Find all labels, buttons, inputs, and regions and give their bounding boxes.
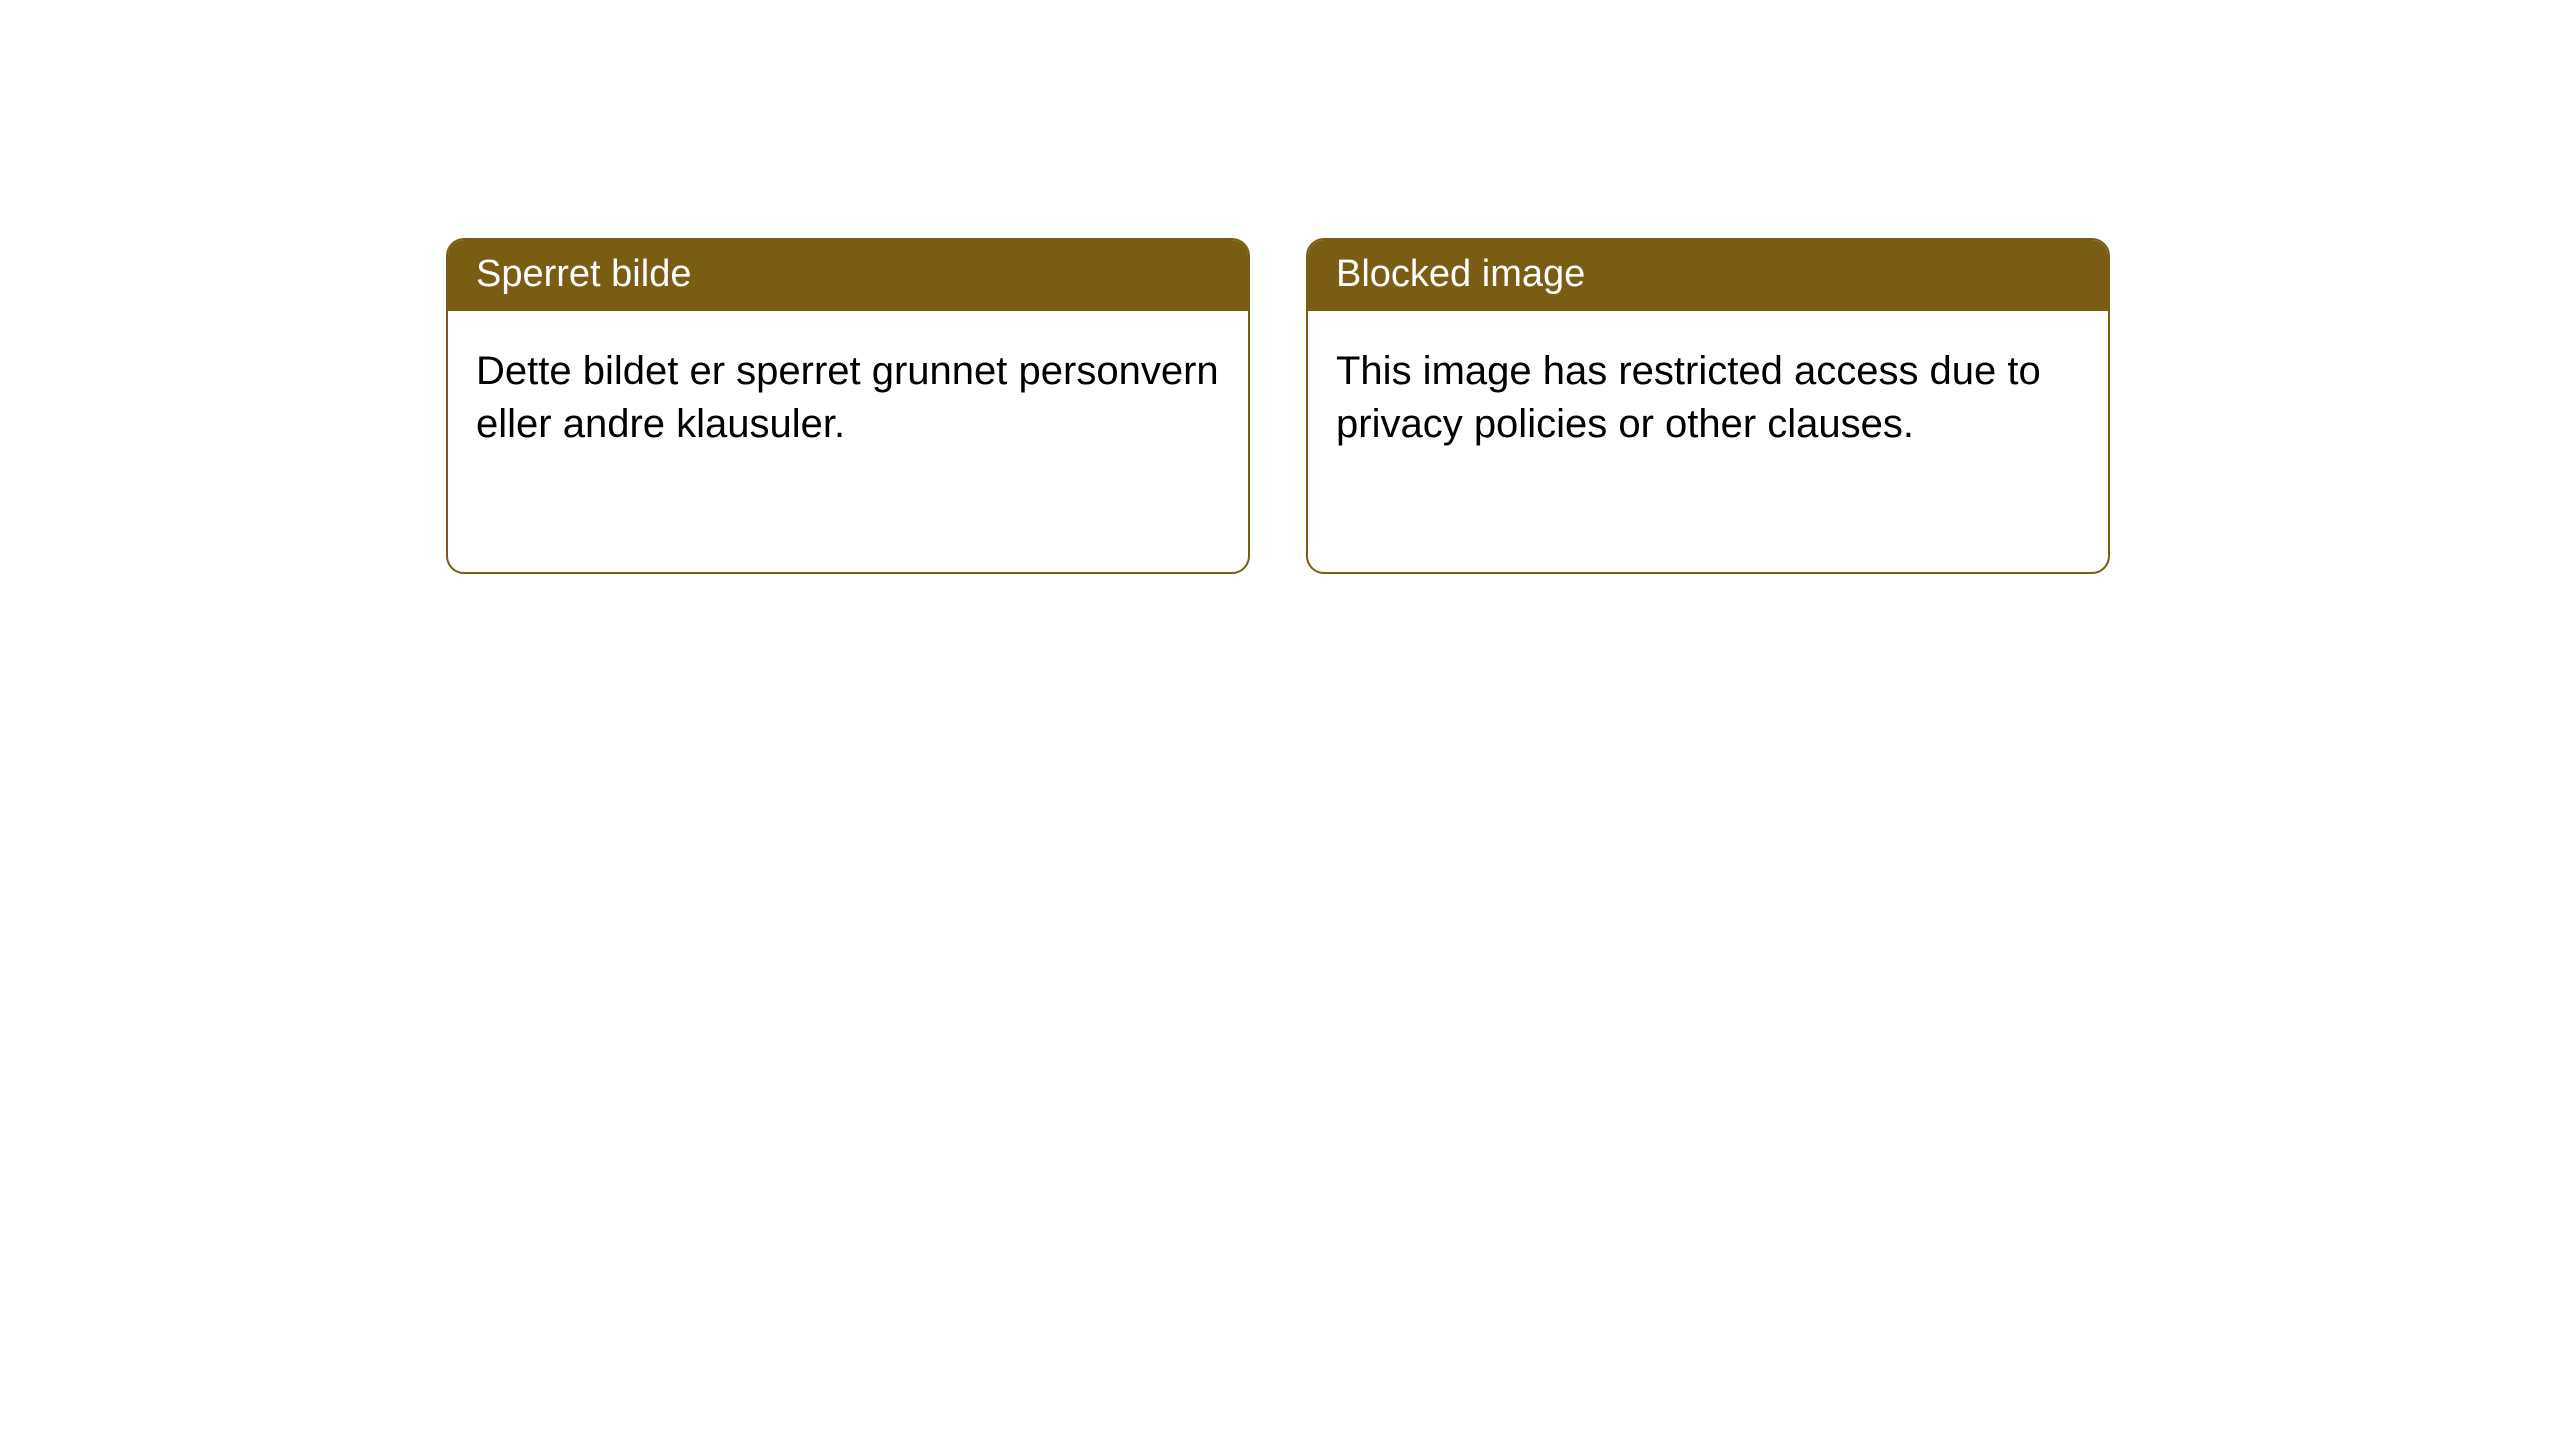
card-title-norwegian: Sperret bilde: [448, 240, 1248, 311]
card-english: Blocked image This image has restricted …: [1306, 238, 2110, 574]
cards-container: Sperret bilde Dette bildet er sperret gr…: [446, 238, 2110, 574]
card-body-english: This image has restricted access due to …: [1308, 311, 2108, 485]
card-body-norwegian: Dette bildet er sperret grunnet personve…: [448, 311, 1248, 485]
card-title-english: Blocked image: [1308, 240, 2108, 311]
card-norwegian: Sperret bilde Dette bildet er sperret gr…: [446, 238, 1250, 574]
